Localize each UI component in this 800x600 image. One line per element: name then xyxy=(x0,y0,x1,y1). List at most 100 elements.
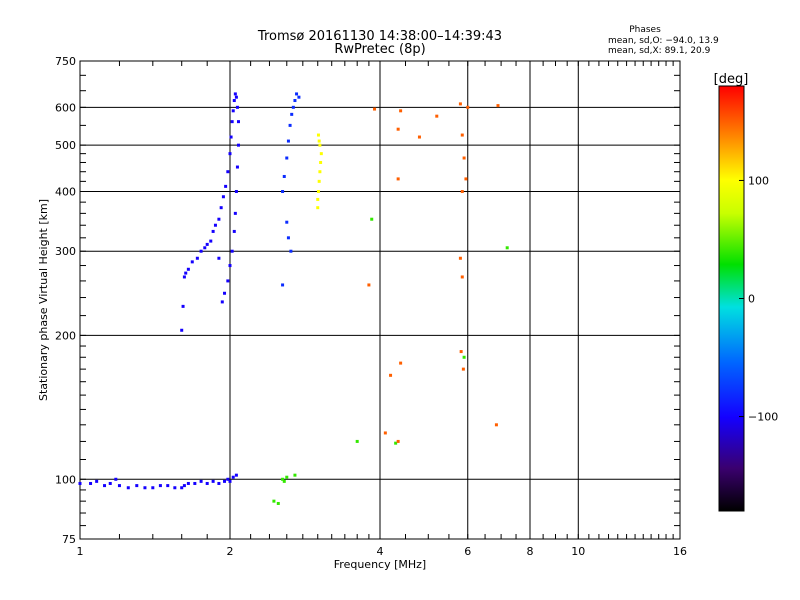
x-tick-label: 10 xyxy=(571,545,585,558)
x-tick-label: 6 xyxy=(464,545,471,558)
data-point xyxy=(316,189,320,193)
data-point xyxy=(220,300,224,304)
data-point xyxy=(293,473,297,477)
data-point xyxy=(182,275,186,279)
data-point xyxy=(459,350,463,354)
data-point xyxy=(282,174,286,178)
data-point xyxy=(232,99,236,103)
data-point xyxy=(232,229,236,233)
data-point xyxy=(236,143,240,147)
data-point xyxy=(319,152,323,156)
data-point xyxy=(464,177,468,181)
data-point xyxy=(224,184,228,188)
data-point xyxy=(190,260,194,264)
y-axis-label: Stationary phase Virtual Height [km] xyxy=(37,199,50,401)
data-point xyxy=(291,105,295,109)
data-point xyxy=(396,439,400,443)
data-point xyxy=(233,92,237,96)
data-point xyxy=(286,139,290,143)
legend-title: Phases xyxy=(629,25,661,35)
data-point xyxy=(272,499,276,503)
data-point xyxy=(235,105,239,109)
data-point xyxy=(230,120,234,124)
data-point xyxy=(370,217,374,221)
data-point xyxy=(230,249,234,253)
data-point xyxy=(373,107,377,111)
data-point xyxy=(396,127,400,131)
data-point xyxy=(285,475,289,479)
data-point xyxy=(181,304,185,308)
legend-x-stats: mean, sd,X: 89.1, 20.9 xyxy=(608,46,711,56)
data-point xyxy=(460,189,464,193)
data-point xyxy=(217,217,221,221)
data-point xyxy=(117,484,121,488)
data-point xyxy=(108,481,112,485)
data-point xyxy=(505,246,509,250)
data-point xyxy=(317,179,321,183)
data-point xyxy=(199,249,203,253)
data-point xyxy=(462,156,466,160)
data-point xyxy=(285,220,289,224)
data-point xyxy=(316,197,320,201)
data-point xyxy=(461,367,465,371)
data-point xyxy=(458,256,462,260)
data-point xyxy=(229,135,233,139)
data-point xyxy=(226,279,230,283)
colorbar-label: [deg] xyxy=(714,72,749,87)
data-point xyxy=(460,275,464,279)
data-point xyxy=(319,160,323,164)
data-point xyxy=(211,479,215,483)
data-point xyxy=(180,486,184,490)
data-point xyxy=(396,177,400,181)
data-point xyxy=(226,170,230,174)
data-point xyxy=(234,473,238,477)
y-tick-label: 600 xyxy=(55,101,76,114)
data-point xyxy=(317,139,321,143)
data-point xyxy=(282,479,286,483)
data-point xyxy=(399,361,403,365)
data-point xyxy=(460,133,464,137)
data-point xyxy=(203,246,207,250)
data-point xyxy=(389,373,393,377)
data-point xyxy=(211,229,215,233)
data-point xyxy=(458,102,462,106)
data-point xyxy=(184,271,188,275)
data-point xyxy=(217,256,221,260)
data-point xyxy=(221,195,225,199)
data-point xyxy=(234,189,238,193)
data-point xyxy=(151,486,155,490)
x-tick-label: 16 xyxy=(673,545,687,558)
x-tick-label: 4 xyxy=(377,545,384,558)
data-point xyxy=(126,486,130,490)
data-point xyxy=(290,112,294,116)
data-point xyxy=(281,189,285,193)
colorbar-tick-label: 100 xyxy=(748,174,769,187)
data-point xyxy=(235,165,239,169)
data-point xyxy=(95,479,99,483)
data-point xyxy=(494,423,498,427)
data-point xyxy=(233,211,237,215)
data-point xyxy=(293,99,297,103)
data-point xyxy=(289,249,293,253)
data-point xyxy=(316,206,320,210)
data-point xyxy=(316,133,320,137)
data-point xyxy=(466,105,470,109)
y-tick-label: 750 xyxy=(55,55,76,68)
data-point xyxy=(281,477,285,481)
data-point xyxy=(223,479,227,483)
data-point xyxy=(217,481,221,485)
data-point xyxy=(231,475,235,479)
data-points xyxy=(78,92,509,505)
data-point xyxy=(213,223,217,227)
y-tick-label: 300 xyxy=(55,245,76,258)
data-point xyxy=(209,239,213,243)
data-point xyxy=(236,120,240,124)
data-point xyxy=(195,256,199,260)
data-point xyxy=(219,206,223,210)
data-point xyxy=(228,264,232,268)
data-point xyxy=(205,242,209,246)
colorbar-tick-label: −100 xyxy=(748,411,778,424)
legend-o-stats: mean, sd,O: −94.0, 13.9 xyxy=(608,36,719,46)
x-tick-label: 1 xyxy=(77,545,84,558)
data-point xyxy=(318,143,322,147)
